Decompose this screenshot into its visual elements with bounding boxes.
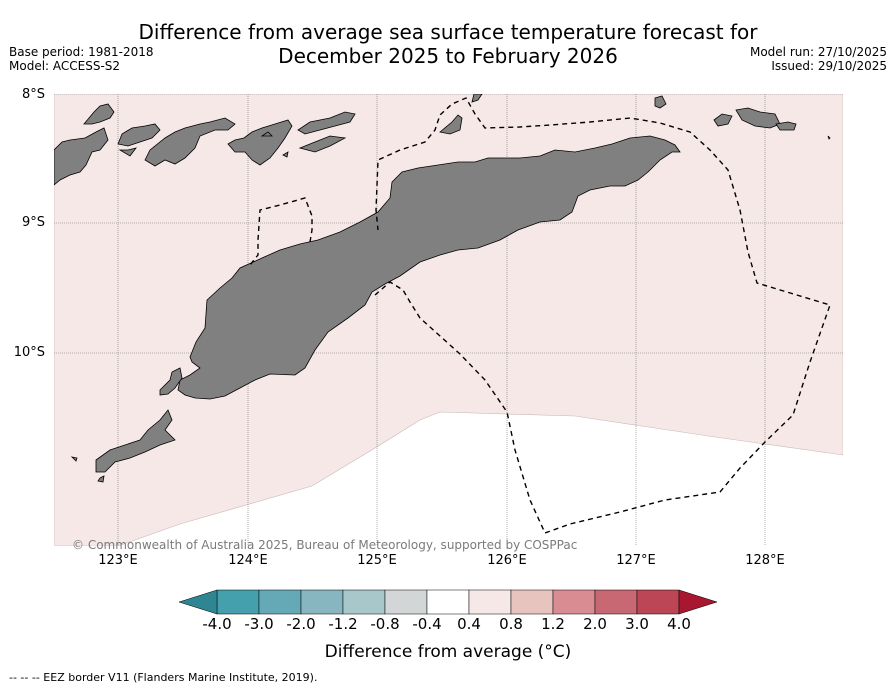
colorbar-bin bbox=[510, 589, 554, 615]
colorbar-tick-label: -3.0 bbox=[244, 615, 274, 633]
lon-label-124e: 124°E bbox=[228, 553, 268, 568]
lon-label-128e: 128°E bbox=[745, 553, 785, 568]
meta-left: Base period: 1981-2018 Model: ACCESS-S2 bbox=[9, 45, 154, 73]
model-name: Model: ACCESS-S2 bbox=[9, 59, 121, 73]
colorbar-tick-label: -0.4 bbox=[412, 615, 442, 633]
semau-island bbox=[159, 367, 183, 396]
eez-legend: -- -- -- EEZ border V11 (Flanders Marine… bbox=[9, 671, 318, 684]
colorbar-bin bbox=[426, 589, 470, 615]
colorbar-bin bbox=[258, 589, 302, 615]
sea-anomaly-field bbox=[54, 94, 843, 546]
lon-label-125e: 125°E bbox=[357, 553, 397, 568]
lat-label-10s: 10°S bbox=[13, 345, 45, 360]
colorbar-bin bbox=[552, 589, 596, 615]
colorbar-tick-label: 1.2 bbox=[541, 615, 565, 633]
colorbar-bin bbox=[342, 589, 386, 615]
alor-island bbox=[144, 117, 236, 167]
colorbar-tick-label: 4.0 bbox=[667, 615, 691, 633]
lon-label-123e: 123°E bbox=[98, 553, 138, 568]
model-run: Model run: 27/10/2025 bbox=[749, 45, 887, 59]
timor-island bbox=[177, 135, 681, 400]
colorbar-tick-label: -4.0 bbox=[202, 615, 232, 633]
colorbar-tick-label: -2.0 bbox=[286, 615, 316, 633]
rote-island bbox=[95, 409, 176, 473]
copyright-notice: © Commonwealth of Australia 2025, Bureau… bbox=[72, 538, 578, 552]
colorbar-tick-label: 3.0 bbox=[625, 615, 649, 633]
issued-date: Issued: 29/10/2025 bbox=[771, 59, 887, 73]
meta-right: Model run: 27/10/2025 Issued: 29/10/2025 bbox=[750, 45, 887, 73]
colorbar-over-arrow bbox=[678, 589, 718, 615]
colorbar-tick-label: -0.8 bbox=[370, 615, 400, 633]
map-title: Difference from average sea surface temp… bbox=[0, 20, 896, 68]
colorbar-bin bbox=[216, 589, 260, 615]
colorbar-tick-label: -1.2 bbox=[328, 615, 358, 633]
wetar-island bbox=[439, 114, 463, 135]
lat-label-9s: 9°S bbox=[21, 215, 45, 230]
colorbar-bin bbox=[468, 589, 512, 615]
colorbar-bin bbox=[300, 589, 344, 615]
colorbar-bin bbox=[636, 589, 680, 615]
title-line-2: December 2025 to February 2026 bbox=[278, 44, 618, 68]
eez-border bbox=[249, 97, 831, 534]
lat-label-8s: 8°S bbox=[21, 87, 45, 102]
land-masses bbox=[54, 94, 831, 483]
colorbar-label: Difference from average (°C) bbox=[324, 642, 572, 662]
colorbar-under-arrow bbox=[178, 589, 218, 615]
lon-label-127e: 127°E bbox=[616, 553, 656, 568]
lon-label-126e: 126°E bbox=[487, 553, 527, 568]
colorbar-tick-label: 0.8 bbox=[499, 615, 523, 633]
flores-island bbox=[54, 127, 109, 186]
colorbar-bin bbox=[384, 589, 428, 615]
base-period: Base period: 1981-2018 bbox=[9, 45, 154, 59]
colorbar-tick-label: 2.0 bbox=[583, 615, 607, 633]
colorbar-tick-label: 0.4 bbox=[457, 615, 481, 633]
title-line-1: Difference from average sea surface temp… bbox=[138, 20, 758, 44]
colorbar-bin bbox=[594, 589, 638, 615]
